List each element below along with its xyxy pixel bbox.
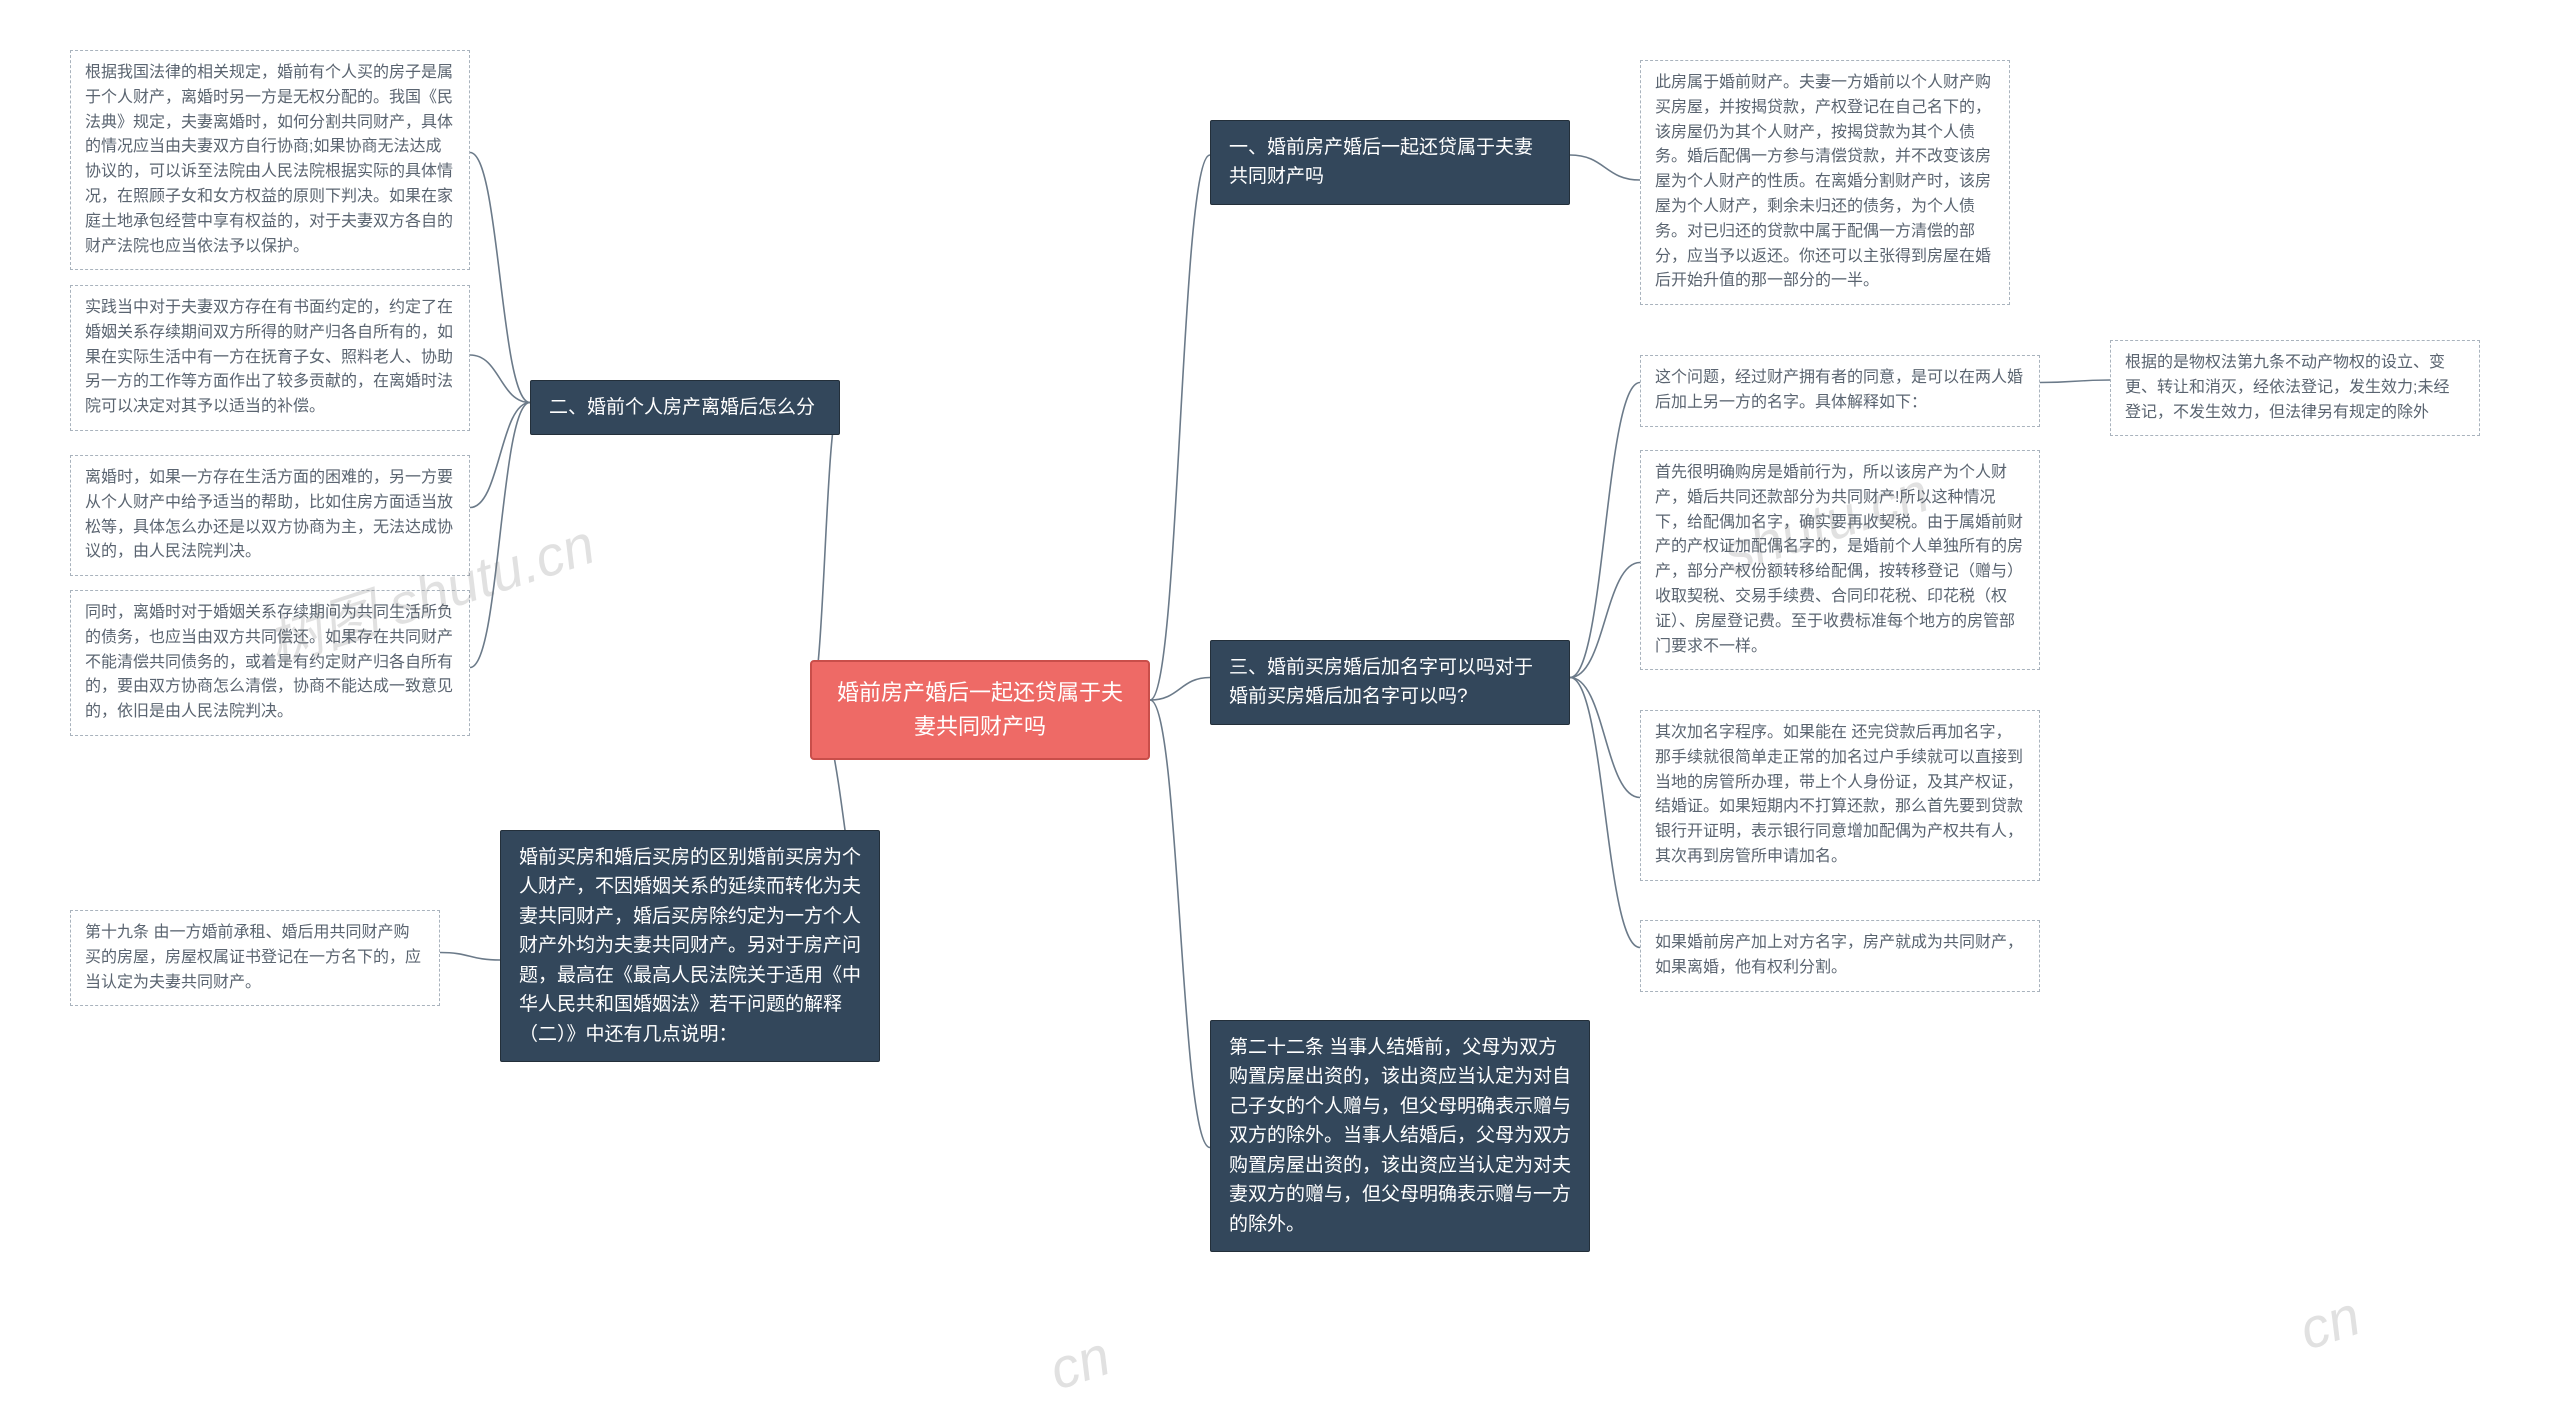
detail-right-1-3: 如果婚前房产加上对方名字，房产就成为共同财产，如果离婚，他有权利分割。	[1640, 920, 2040, 992]
branch-title-right-2: 第二十二条 当事人结婚前，父母为双方购置房屋出资的，该出资应当认定为对自己子女的…	[1210, 1020, 1590, 1252]
branch-title-left-0: 二、婚前个人房产离婚后怎么分	[530, 380, 840, 435]
detail-left-0-3: 同时，离婚时对于婚姻关系存续期间为共同生活所负的债务，也应当由双方共同偿还。如果…	[70, 590, 470, 736]
detail-right-0-0: 此房属于婚前财产。夫妻一方婚前以个人财产购买房屋，并按揭贷款，产权登记在自己名下…	[1640, 60, 2010, 305]
branch-title-right-0: 一、婚前房产婚后一起还贷属于夫妻共同财产吗	[1210, 120, 1570, 205]
detail-left-0-2: 离婚时，如果一方存在生活方面的困难的，另一方要从个人财产中给予适当的帮助，比如住…	[70, 455, 470, 576]
detail-right-1-0: 这个问题，经过财产拥有者的同意，是可以在两人婚后加上另一方的名字。具体解释如下：	[1640, 355, 2040, 427]
branch-title-right-1: 三、婚前买房婚后加名字可以吗对于婚前买房婚后加名字可以吗?	[1210, 640, 1570, 725]
detail-right-1-0-0: 根据的是物权法第九条不动产物权的设立、变更、转让和消灭，经依法登记，发生效力;未…	[2110, 340, 2480, 436]
detail-right-1-1: 首先很明确购房是婚前行为，所以该房产为个人财产，婚后共同还款部分为共同财产!所以…	[1640, 450, 2040, 670]
watermark-3: cn	[1041, 1322, 1117, 1402]
detail-left-0-0: 根据我国法律的相关规定，婚前有个人买的房子是属于个人财产，离婚时另一方是无权分配…	[70, 50, 470, 270]
center-topic: 婚前房产婚后一起还贷属于夫妻共同财产吗	[810, 660, 1150, 760]
watermark-2: cn	[2291, 1282, 2367, 1362]
branch-title-left-1: 婚前买房和婚后买房的区别婚前买房为个人财产，不因婚姻关系的延续而转化为夫妻共同财…	[500, 830, 880, 1062]
detail-left-1-0: 第十九条 由一方婚前承租、婚后用共同财产购买的房屋，房屋权属证书登记在一方名下的…	[70, 910, 440, 1006]
detail-right-1-2: 其次加名字程序。如果能在 还完贷款后再加名字，那手续就很简单走正常的加名过户手续…	[1640, 710, 2040, 881]
detail-left-0-1: 实践当中对于夫妻双方存在有书面约定的，约定了在婚姻关系存续期间双方所得的财产归各…	[70, 285, 470, 431]
